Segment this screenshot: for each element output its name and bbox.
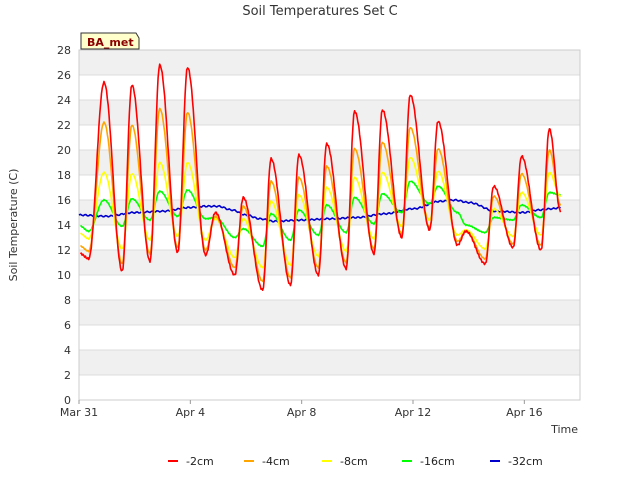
plot-band [79, 250, 580, 275]
y-tick-label: 8 [64, 294, 71, 307]
legend-label--4cm: -4cm [262, 455, 290, 468]
y-tick-label: 24 [57, 94, 71, 107]
series-line--8cm [80, 157, 562, 269]
legend-label--16cm: -16cm [420, 455, 455, 468]
series-line--16cm [80, 180, 562, 248]
series-line--4cm [80, 107, 562, 283]
y-tick-label: 18 [57, 169, 71, 182]
plot-band [79, 100, 580, 125]
y-tick-label: 14 [57, 219, 71, 232]
y-tick-label: 12 [57, 244, 71, 257]
legend: -2cm -4cm -8cm -16cm -32cm [168, 455, 543, 468]
plot-band [79, 50, 580, 75]
legend-label--32cm: -32cm [508, 455, 543, 468]
site-label-box: BA_met [80, 32, 140, 50]
x-tick-label: Apr 8 [287, 406, 317, 419]
legend-label--8cm: -8cm [340, 455, 368, 468]
x-axis: Mar 31 Apr 4 Apr 8 Apr 12 Apr 16 [60, 400, 543, 419]
x-tick-label: Mar 31 [60, 406, 98, 419]
y-tick-label: 4 [64, 344, 71, 357]
y-tick-label: 16 [57, 194, 71, 207]
site-label: BA_met [87, 36, 134, 49]
y-tick-label: 10 [57, 269, 71, 282]
y-tick-label: 2 [64, 369, 71, 382]
x-axis-title: Time [550, 423, 578, 436]
x-tick-label: Apr 12 [395, 406, 432, 419]
plot-band [79, 350, 580, 375]
series-lines [78, 63, 562, 291]
legend-label--2cm: -2cm [186, 455, 214, 468]
x-tick-label: Apr 4 [176, 406, 206, 419]
plot-band [79, 300, 580, 325]
series-line--32cm [78, 198, 561, 223]
y-tick-label: 20 [57, 144, 71, 157]
plot-band [79, 200, 580, 225]
x-tick-label: Apr 16 [506, 406, 543, 419]
y-axis-title: Soil Temperature (C) [7, 169, 20, 282]
y-tick-label: 6 [64, 319, 71, 332]
y-tick-label: 0 [64, 394, 71, 407]
plot-frame [78, 49, 581, 401]
chart-title: Soil Temperatures Set C [242, 4, 397, 19]
y-tick-label: 22 [57, 119, 71, 132]
series-line--2cm [79, 63, 562, 291]
y-tick-label: 28 [57, 44, 71, 57]
y-tick-label: 26 [57, 69, 71, 82]
